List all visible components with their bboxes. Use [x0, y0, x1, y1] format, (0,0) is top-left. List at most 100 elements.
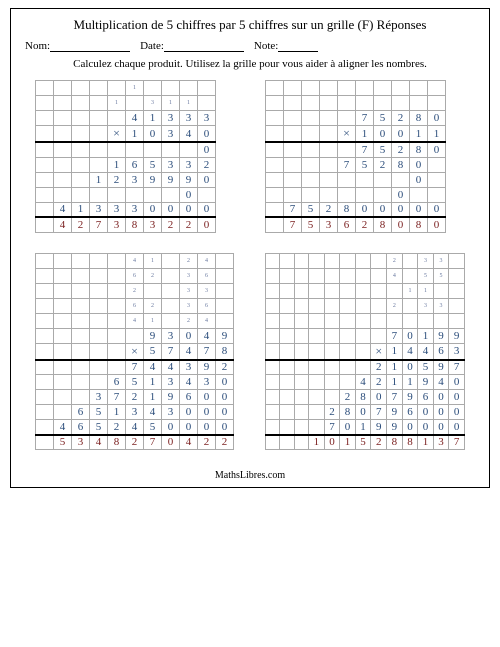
grid-cell — [126, 96, 144, 111]
grid-cell — [340, 343, 356, 360]
grid-cell: 1 — [410, 126, 428, 143]
grid-cell: 9 — [180, 172, 198, 187]
grid-cell — [216, 283, 234, 298]
grid-cell — [449, 298, 465, 313]
name-label: Nom: — [25, 40, 50, 52]
grid-cell: 1 — [144, 390, 162, 405]
grid-cell — [355, 298, 371, 313]
grid-cell — [54, 157, 72, 172]
grid-cell: 0 — [180, 328, 198, 343]
grid-cell — [54, 126, 72, 143]
grid-cell: 0 — [410, 202, 428, 217]
grid-cell — [144, 142, 162, 157]
grid-cell: 7 — [449, 360, 465, 375]
grid-cell — [198, 81, 216, 96]
grid-cell: 0 — [356, 202, 374, 217]
grid-cell: 7 — [338, 157, 356, 172]
grid-cell — [36, 202, 54, 217]
grid-cell: 7 — [324, 420, 340, 435]
grid-cell — [294, 253, 308, 268]
grid-cell — [294, 435, 308, 450]
grid-cell — [309, 343, 325, 360]
grid-cell — [54, 253, 72, 268]
grid-cell — [108, 268, 126, 283]
grid-cell — [36, 157, 54, 172]
grid-cell — [266, 96, 284, 111]
grid-cell — [266, 298, 280, 313]
grid-cell: 9 — [162, 172, 180, 187]
grid-cell: 2 — [108, 420, 126, 435]
grid-cell — [54, 390, 72, 405]
grid-cell — [108, 298, 126, 313]
grid-cell: 9 — [387, 420, 403, 435]
grid-cell: 3 — [180, 157, 198, 172]
grid-cell: 2 — [180, 217, 198, 232]
grid-cell: 6 — [418, 390, 434, 405]
grid-cell — [108, 343, 126, 360]
grid-cell: 0 — [198, 142, 216, 157]
grid-cell — [309, 420, 325, 435]
grid-cell — [355, 253, 371, 268]
grid-cell: 2 — [108, 172, 126, 187]
grid-cell — [294, 283, 308, 298]
grid-cell: 1 — [387, 343, 403, 360]
grid-cell — [428, 96, 446, 111]
grid-cell: 8 — [410, 217, 428, 232]
grid-cell — [428, 187, 446, 202]
grid-cell — [108, 142, 126, 157]
grid-cell: 5 — [126, 375, 144, 390]
multiplication-problem: 75280×1001175280752800075280000075362808… — [265, 80, 465, 233]
grid-cell: 2 — [392, 142, 410, 157]
grid-cell: 3 — [162, 126, 180, 143]
grid-cell — [309, 405, 325, 420]
grid-cell — [320, 111, 338, 126]
grid-cell — [54, 375, 72, 390]
grid-cell: 0 — [392, 202, 410, 217]
grid-cell — [72, 313, 90, 328]
grid-cell: 8 — [108, 435, 126, 450]
grid-cell: 1 — [180, 96, 198, 111]
grid-cell — [280, 360, 294, 375]
grid-cell: 9 — [216, 328, 234, 343]
grid-cell — [356, 172, 374, 187]
grid-cell: 4 — [126, 313, 144, 328]
grid-cell — [320, 96, 338, 111]
grid-cell — [90, 157, 108, 172]
grid-cell — [355, 343, 371, 360]
grid-cell — [392, 172, 410, 187]
grid-cell — [402, 253, 418, 268]
grid-cell: 0 — [402, 328, 418, 343]
grid-cell: 2 — [72, 217, 90, 232]
grid-cell: 0 — [392, 126, 410, 143]
grid-cell — [72, 253, 90, 268]
grid-cell — [309, 375, 325, 390]
grid-cell — [90, 298, 108, 313]
grid-cell — [294, 420, 308, 435]
grid-cell — [410, 81, 428, 96]
grid-cell — [162, 187, 180, 202]
grid-cell: 7 — [284, 202, 302, 217]
grid-cell: 3 — [162, 157, 180, 172]
grid-cell — [449, 253, 465, 268]
grid-cell: 5 — [90, 405, 108, 420]
grid-cell — [108, 81, 126, 96]
grid-cell — [433, 283, 449, 298]
grid-cell — [72, 172, 90, 187]
grid-cell — [280, 283, 294, 298]
grid-cell: 8 — [126, 217, 144, 232]
grid-cell: 2 — [356, 217, 374, 232]
grid-cell: 5 — [144, 157, 162, 172]
grid-cell — [54, 328, 72, 343]
grid-cell: 7 — [126, 360, 144, 375]
grid-cell: 1 — [418, 435, 434, 450]
grid-cell: 6 — [198, 268, 216, 283]
grid-cell: 4 — [54, 202, 72, 217]
grid-cell — [54, 343, 72, 360]
grid-cell: 6 — [433, 343, 449, 360]
grid-cell — [294, 405, 308, 420]
grid-cell — [266, 172, 284, 187]
grid-cell: 1 — [144, 111, 162, 126]
grid-cell — [374, 81, 392, 96]
grid-cell: 1 — [355, 420, 371, 435]
grid-cell — [280, 313, 294, 328]
